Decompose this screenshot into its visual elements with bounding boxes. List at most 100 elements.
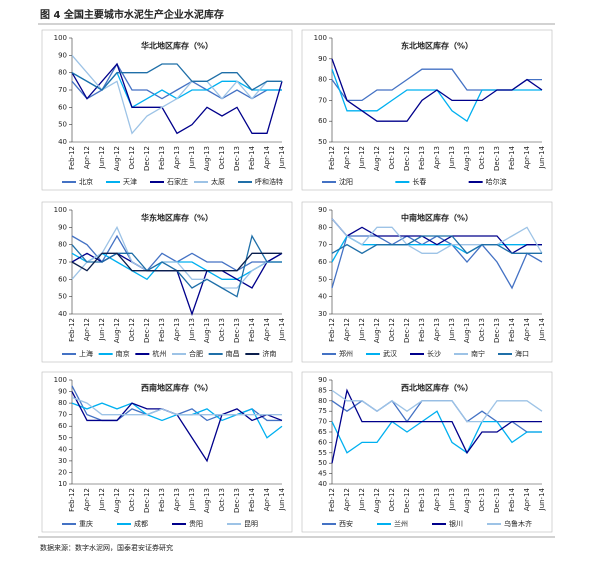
x-tick-label: Jun-12: [98, 146, 106, 169]
x-tick-label: Feb-13: [158, 488, 166, 512]
x-tick-label: Aug-12: [113, 488, 121, 513]
x-tick-label: Jun-12: [358, 318, 366, 341]
x-tick-label: Apr-12: [343, 488, 351, 511]
x-tick-label: Jun-14: [278, 487, 286, 511]
x-tick-label: Oct-13: [218, 146, 226, 170]
x-tick-label: Dec-13: [233, 318, 241, 343]
series-line: [71, 396, 282, 416]
x-tick-label: Feb-12: [328, 318, 336, 342]
y-tick-label: 50: [318, 275, 327, 283]
legend-label: 天津: [123, 178, 137, 186]
x-tick-label: Aug-13: [463, 488, 471, 513]
source: 数据来源：数字水泥网，国泰君安证券研究: [40, 543, 173, 552]
series-line: [331, 218, 542, 255]
chart-title: 中南地区库存（%）: [401, 213, 473, 223]
y-tick-label: 80: [58, 69, 67, 77]
x-tick-label: Oct-13: [478, 318, 486, 342]
x-tick-label: Jun-14: [278, 145, 286, 169]
legend-label: 杭州: [152, 349, 166, 358]
y-tick-label: 100: [54, 34, 67, 42]
y-tick-label: 50: [318, 138, 327, 146]
y-tick-label: 60: [318, 258, 327, 266]
x-tick-label: Feb-13: [418, 488, 426, 512]
legend-label: 南昌: [226, 349, 240, 358]
series-line: [71, 62, 283, 135]
y-tick-label: 40: [318, 480, 327, 488]
y-tick-label: 100: [314, 34, 327, 42]
x-tick-label: Dec-13: [233, 488, 241, 513]
x-tick-label: Dec-13: [233, 146, 241, 171]
x-tick-label: Dec-12: [143, 488, 151, 513]
plot-frame: [41, 201, 293, 363]
x-tick-label: Feb-14: [508, 317, 516, 341]
legend-label: 兰州: [394, 519, 408, 528]
legend-label: 合肥: [189, 349, 203, 358]
x-tick-label: Oct-13: [478, 488, 486, 512]
y-tick-label: 40: [318, 293, 327, 301]
x-tick-label: Apr-14: [523, 145, 531, 169]
x-tick-label: Dec-12: [403, 318, 411, 343]
legend-label: 武汉: [383, 349, 397, 358]
y-tick-label: 90: [58, 223, 67, 231]
y-tick-label: 70: [318, 418, 327, 426]
x-tick-label: Jun-13: [188, 318, 196, 341]
x-tick-label: Feb-13: [418, 318, 426, 342]
legend-label: 银川: [449, 519, 463, 528]
legend-label: 成都: [134, 519, 148, 528]
x-tick-label: Aug-13: [463, 318, 471, 343]
series-line: [71, 252, 282, 281]
series-line: [71, 225, 282, 289]
x-tick-label: Oct-13: [218, 318, 226, 342]
x-tick-label: Aug-12: [113, 146, 121, 171]
y-tick-label: 85: [318, 386, 327, 394]
series-line: [331, 235, 542, 263]
series-line: [71, 391, 283, 463]
y-tick-label: 40: [58, 138, 67, 146]
legend-label: 济南: [262, 349, 276, 358]
x-tick-label: Apr-12: [343, 146, 351, 169]
x-tick-label: Aug-13: [203, 146, 211, 171]
legend-label: 海口: [515, 349, 529, 358]
y-tick-label: 70: [58, 258, 67, 266]
series-line: [71, 252, 282, 272]
x-tick-label: Dec-12: [143, 146, 151, 171]
plot-frame: [41, 29, 293, 191]
x-tick-label: Dec-12: [143, 318, 151, 343]
plot-frame: [301, 29, 553, 191]
chart-title: 华北地区库存（%）: [141, 41, 213, 51]
x-tick-label: Oct-13: [218, 488, 226, 512]
legend-label: 南京: [116, 349, 130, 358]
x-tick-label: Jun-13: [448, 488, 456, 511]
y-tick-label: 60: [58, 422, 67, 430]
legend-label: 上海: [79, 349, 93, 358]
y-tick-label: 80: [318, 76, 327, 84]
x-tick-label: Jun-14: [278, 317, 286, 341]
y-tick-label: 80: [58, 399, 67, 407]
x-tick-label: Jun-14: [538, 145, 546, 169]
x-tick-label: Feb-12: [68, 488, 76, 512]
y-tick-label: 30: [58, 457, 67, 465]
x-tick-label: Aug-12: [373, 488, 381, 513]
x-tick-label: Feb-13: [418, 146, 426, 170]
x-tick-label: Apr-14: [523, 317, 531, 341]
legend-label: 太原: [211, 177, 225, 186]
y-tick-label: 65: [318, 428, 327, 436]
legend-label: 南宁: [471, 349, 485, 358]
x-tick-label: Oct-13: [478, 146, 486, 170]
chart-title: 西南地区库存（%）: [141, 383, 213, 393]
x-tick-label: Feb-14: [248, 145, 256, 169]
y-tick-label: 40: [58, 310, 67, 318]
x-tick-label: Aug-12: [373, 146, 381, 171]
legend-label: 重庆: [79, 519, 93, 528]
y-tick-label: 70: [318, 96, 327, 104]
x-tick-label: Feb-14: [248, 317, 256, 341]
x-tick-label: Apr-12: [343, 318, 351, 341]
y-tick-label: 10: [58, 480, 67, 488]
x-tick-label: Feb-12: [328, 488, 336, 512]
y-tick-label: 40: [58, 445, 67, 453]
y-tick-label: 50: [318, 459, 327, 467]
x-tick-label: Apr-13: [173, 146, 181, 169]
x-tick-label: Oct-12: [388, 488, 396, 512]
series-line: [331, 68, 542, 102]
series-line: [331, 218, 543, 254]
